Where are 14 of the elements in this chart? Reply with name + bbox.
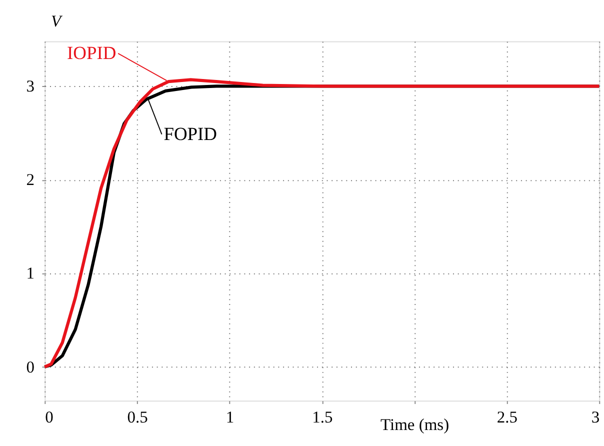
annotation: IOPID — [66, 43, 116, 64]
annotation: FOPID — [164, 124, 217, 144]
x-tick-label: 0 — [45, 407, 54, 426]
y-tick-label: 1 — [26, 264, 34, 283]
y-tick-label: 0 — [26, 357, 34, 376]
y-tick-label: 3 — [26, 76, 34, 96]
y-axis-title: V — [50, 11, 63, 30]
x-tick-label: 3 — [591, 407, 600, 426]
y-tick-label: 2 — [26, 170, 34, 190]
x-tick-label: 1.5 — [312, 407, 333, 426]
x-tick-label: 2.5 — [496, 407, 518, 426]
x-axis-title: Time (ms) — [380, 415, 450, 434]
x-tick-label: 0.5 — [127, 407, 148, 426]
x-tick-label: 1 — [226, 407, 234, 426]
